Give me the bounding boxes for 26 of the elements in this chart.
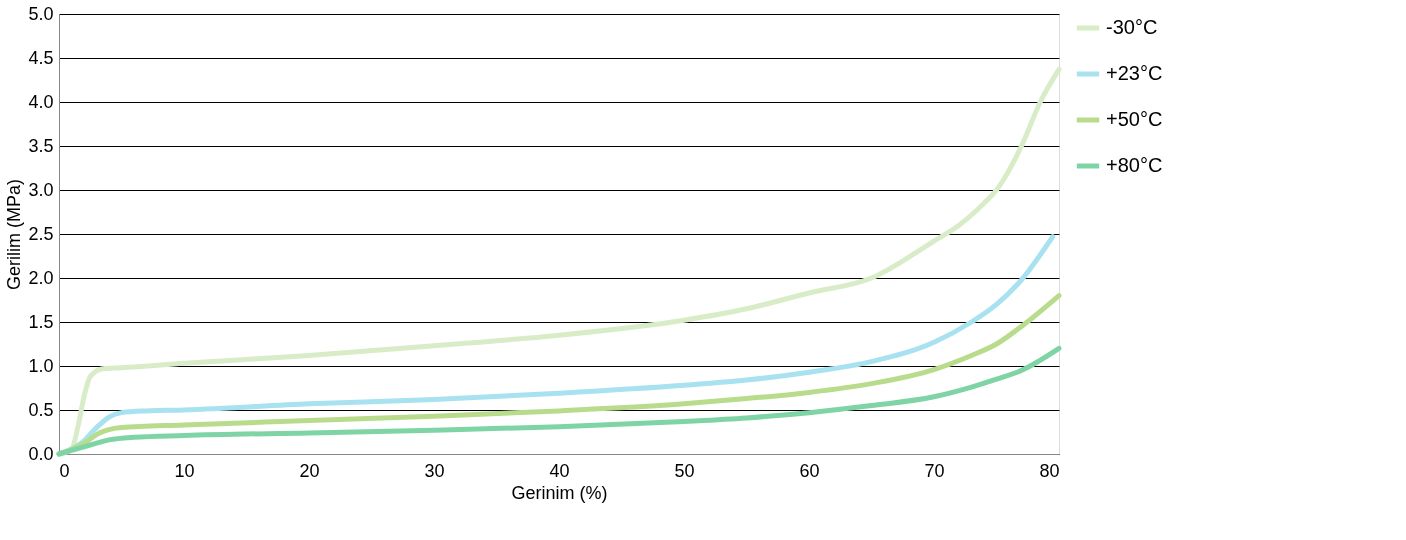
y-axis-title: Gerilim (MPa) [4, 179, 25, 290]
legend-label: -30°C [1106, 16, 1158, 38]
x-tick-label: 50 [674, 460, 695, 481]
y-tick-label: 2.5 [28, 223, 54, 244]
x-tick-label: 30 [424, 460, 445, 481]
x-axis-title: Gerinim (%) [511, 482, 608, 503]
x-tick-label: 10 [174, 460, 195, 481]
legend-label: +23°C [1106, 62, 1163, 84]
y-tick-label: 3.5 [28, 135, 54, 156]
y-tick-label: 1.5 [28, 311, 54, 332]
y-tick-label: 1.0 [28, 355, 54, 376]
y-tick-label: 2.0 [28, 267, 54, 288]
x-tick-label: 40 [549, 460, 570, 481]
x-tick-label: 20 [299, 460, 320, 481]
x-tick-label: 0 [59, 460, 70, 481]
x-tick-label: 60 [799, 460, 820, 481]
x-tick-label: 80 [1039, 460, 1060, 481]
y-tick-label: 4.5 [28, 47, 54, 68]
y-tick-label: 0.0 [28, 443, 54, 464]
legend-label: +50°C [1106, 108, 1163, 130]
y-tick-label: 3.0 [28, 179, 54, 200]
legend-label: +80°C [1106, 154, 1163, 176]
x-tick-label: 70 [924, 460, 945, 481]
y-tick-label: 0.5 [28, 399, 54, 420]
y-tick-label: 4.0 [28, 91, 54, 112]
y-tick-label: 5.0 [28, 3, 54, 24]
